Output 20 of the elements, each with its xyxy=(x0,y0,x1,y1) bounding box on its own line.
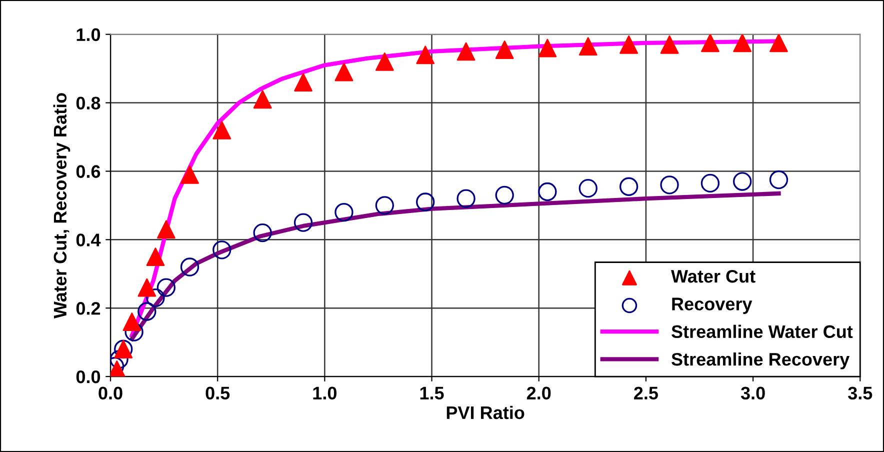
x-tick-label: 2.5 xyxy=(634,386,658,400)
legend-label: Streamline Recovery xyxy=(672,352,850,370)
x-tick-label: 0.0 xyxy=(98,386,122,400)
x-tick-label: 3.5 xyxy=(848,386,872,400)
x-tick-label: 1.0 xyxy=(313,386,336,400)
y-tick-label: 0.2 xyxy=(76,302,100,315)
y-axis-title: Water Cut, Recovery Ratio xyxy=(53,93,70,318)
y-tick-label: 0.0 xyxy=(76,370,100,384)
y-tick-label: 0.6 xyxy=(76,165,100,178)
y-tick-label: 0.4 xyxy=(76,234,101,246)
x-axis-title: PVI Ratio xyxy=(446,406,524,420)
x-tick-label: 0.5 xyxy=(206,386,230,400)
x-tick-label: 2.0 xyxy=(526,386,551,400)
legend-label: Water Cut xyxy=(671,270,756,283)
x-tick-label: 3.0 xyxy=(740,386,765,400)
y-tick-label: 1.0 xyxy=(76,28,100,42)
y-tick-label: 0.8 xyxy=(76,96,100,110)
legend-label: Streamline Water Cut xyxy=(672,324,853,338)
x-tick-label: 1.5 xyxy=(420,386,444,400)
legend-label: Recovery xyxy=(672,298,752,314)
